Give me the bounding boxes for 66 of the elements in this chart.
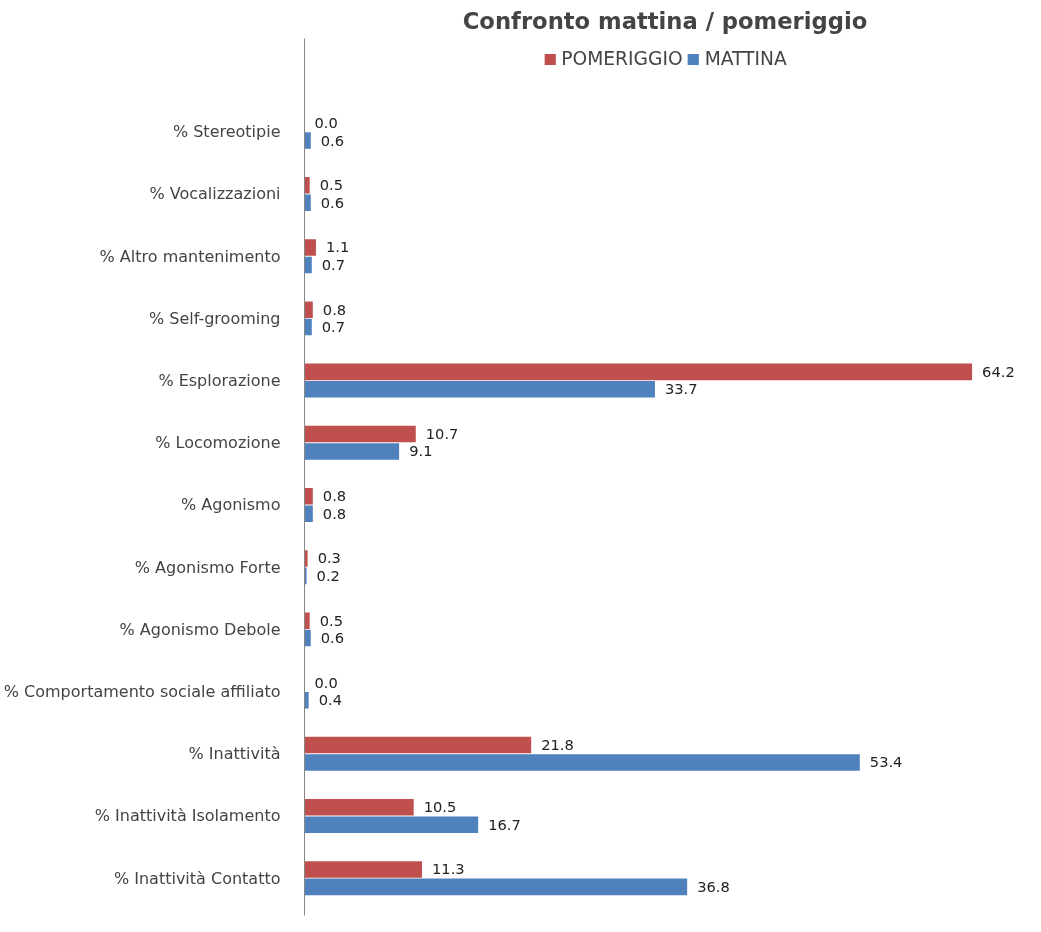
data-label: 0.0: [314, 673, 338, 691]
data-label: 0.2: [316, 566, 340, 584]
chart-title: Confronto mattina / pomeriggio: [462, 7, 868, 34]
data-label: 21.8: [541, 736, 574, 754]
bar: [304, 861, 422, 878]
y-tick-label: % Agonismo Forte: [134, 557, 281, 577]
bar: [304, 443, 400, 460]
data-label: 0.8: [322, 300, 347, 318]
bar: [304, 736, 532, 754]
data-label: 53.4: [869, 753, 903, 771]
bar: [304, 318, 312, 336]
y-tick-label: % Locomozione: [155, 433, 281, 453]
data-label: 11.3: [432, 860, 465, 878]
y-tick-label: % Esplorazione: [158, 371, 281, 391]
data-label: 64.2: [982, 362, 1015, 380]
bar: [304, 425, 416, 443]
y-tick-label: % Stereotipie: [172, 122, 281, 142]
data-label: 16.7: [488, 815, 521, 833]
y-tick-label: % Agonismo Debole: [119, 619, 281, 639]
bar: [304, 799, 414, 816]
y-tick-label: % Inattività Isolamento: [94, 806, 281, 826]
y-tick-label: % Comportamento sociale affiliato: [3, 682, 281, 702]
data-label: 0.5: [319, 176, 344, 194]
bar: [304, 505, 313, 522]
data-label: 0.6: [320, 131, 345, 149]
bar: [304, 381, 655, 398]
data-label: 0.4: [318, 691, 342, 709]
y-tick-label: % Inattività: [188, 744, 281, 764]
bar: [304, 629, 311, 647]
bar: [304, 132, 311, 149]
y-tick-label: % Agonismo: [181, 495, 281, 515]
legend-label: POMERIGGIO: [561, 48, 683, 69]
data-label: 0.5: [319, 611, 344, 629]
data-label: 10.7: [425, 425, 459, 443]
y-tick-label: % Altro mantenimento: [99, 246, 281, 266]
bar: [304, 550, 308, 567]
data-label: 9.1: [409, 442, 433, 460]
bar: [304, 256, 312, 274]
data-label: 10.5: [423, 798, 457, 816]
data-label: 0.8: [322, 504, 347, 522]
bar: [304, 816, 479, 833]
bar: [304, 692, 309, 709]
bar: [304, 239, 316, 256]
data-label: 0.8: [322, 487, 347, 505]
data-label: 0.0: [314, 114, 338, 132]
data-label: 1.1: [325, 238, 350, 256]
bar: [304, 567, 307, 585]
data-label: 0.7: [321, 255, 346, 273]
legend-label: MATTINA: [704, 48, 787, 69]
bar: [304, 194, 311, 211]
bar: [304, 612, 310, 629]
data-label: 0.6: [320, 629, 345, 647]
bar: [304, 754, 860, 771]
y-tick-label: % Inattività Contatto: [113, 868, 281, 888]
data-label: 0.7: [321, 318, 346, 336]
bar: [304, 177, 310, 194]
bar: [304, 301, 313, 318]
bar: [304, 363, 973, 381]
data-label: 0.3: [317, 549, 341, 567]
data-label: 33.7: [664, 380, 698, 398]
bar: [304, 488, 313, 505]
y-tick-label: % Vocalizzazioni: [149, 184, 281, 204]
y-tick-label: % Self-grooming: [148, 308, 281, 328]
bar: [304, 878, 688, 896]
data-label: 0.6: [320, 193, 345, 211]
data-label: 36.8: [697, 877, 730, 895]
